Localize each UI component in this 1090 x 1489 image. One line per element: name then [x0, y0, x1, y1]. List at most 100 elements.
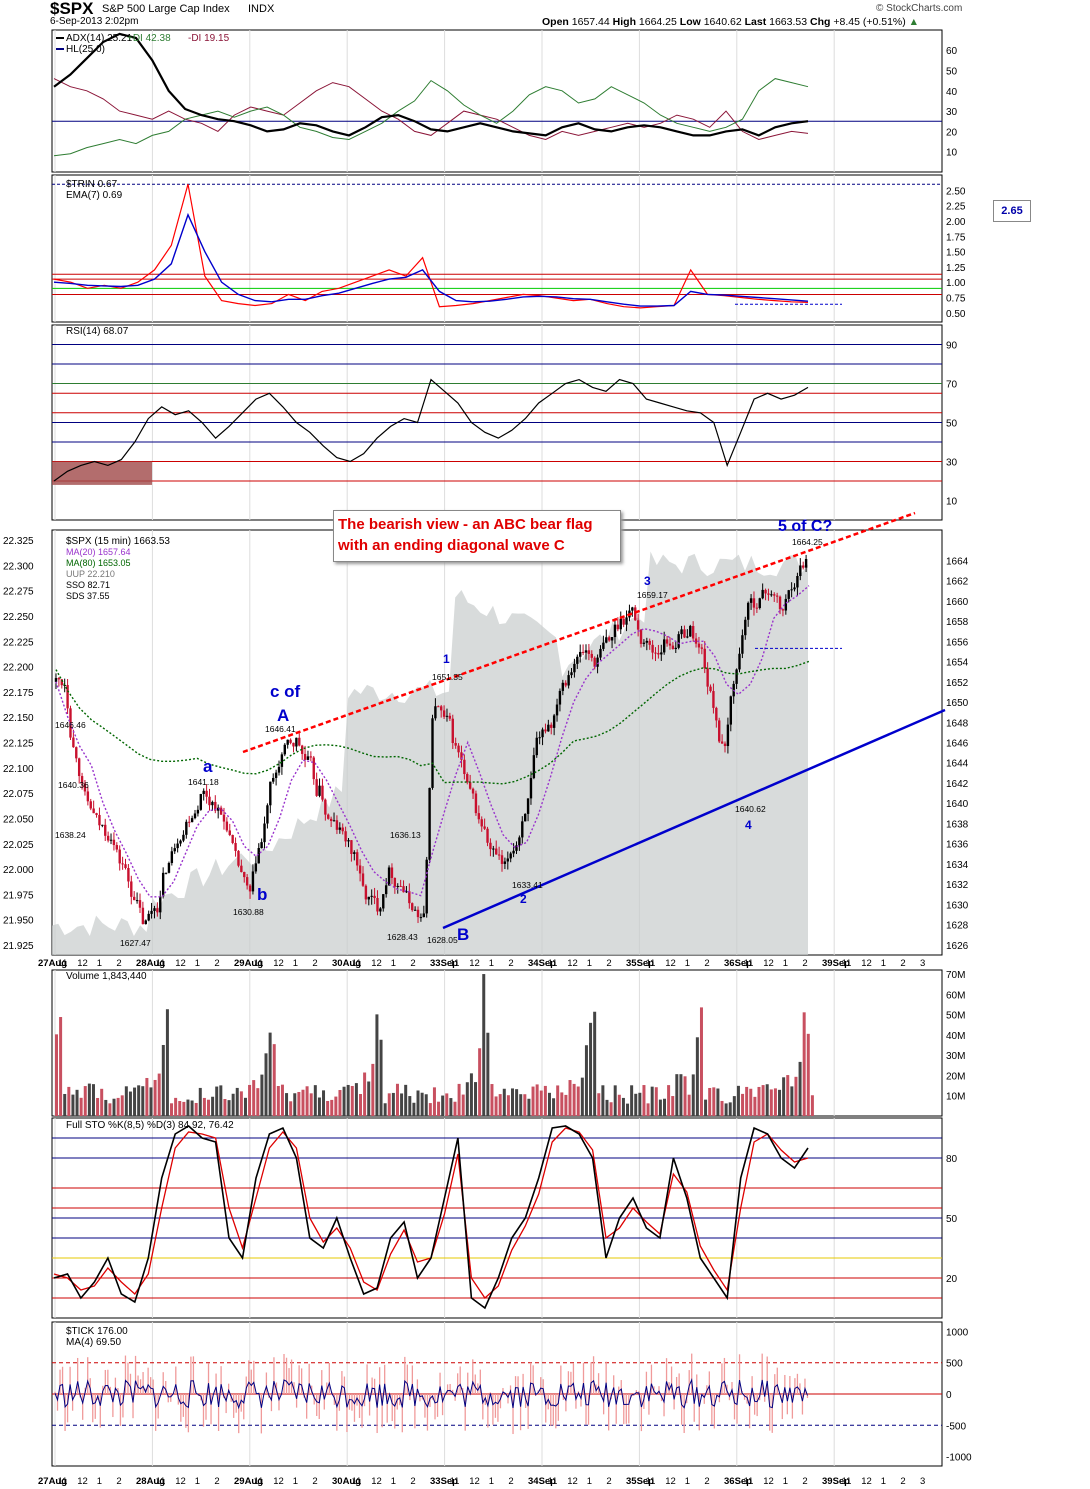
volume-bar — [506, 1095, 510, 1116]
ma80-line — [55, 660, 810, 785]
volume-bar — [404, 1084, 408, 1116]
volume-bar — [613, 1085, 617, 1116]
volume-bar — [630, 1085, 634, 1116]
volume-bar — [576, 1086, 580, 1116]
price-tick-label: 1636 — [946, 840, 969, 851]
x-axis-label-bottom: 2 — [410, 1476, 415, 1487]
x-axis-label-bottom: 1 — [783, 1476, 788, 1487]
candle-body — [558, 690, 562, 705]
x-axis-label-bottom: 12 — [763, 1476, 774, 1487]
candle-body — [86, 791, 90, 802]
adx-tick-label: 50 — [946, 66, 958, 77]
candle-body — [434, 706, 437, 719]
wave-label: 3 — [644, 574, 651, 588]
price-tick-label: 1646 — [946, 739, 969, 750]
x-axis-label-bottom: 11 — [450, 1476, 460, 1487]
candle-body — [245, 877, 249, 886]
volume-bar — [790, 1086, 794, 1116]
trin-callout: 2.65 — [993, 200, 1031, 222]
candle-body — [691, 625, 695, 639]
rsi-oversold-fill — [52, 461, 152, 485]
lower-trendline — [442, 708, 946, 930]
candle-body — [686, 636, 689, 638]
x-axis-label-bottom: 2 — [116, 1476, 121, 1487]
candle-body — [755, 607, 759, 609]
x-axis-label: 1 — [489, 958, 494, 969]
candle-body — [286, 739, 289, 745]
candle-body — [219, 807, 223, 815]
volume-bar — [449, 1098, 453, 1116]
volume-bar — [112, 1098, 116, 1116]
price-tick-label: 1652 — [946, 678, 969, 689]
volume-bar — [165, 1009, 169, 1116]
tick-legend: $TICK 176.00 — [66, 1326, 128, 1337]
wave-label: c of — [270, 682, 301, 701]
candle-body — [593, 657, 596, 667]
volume-bar — [178, 1101, 182, 1116]
candle-body — [738, 653, 741, 670]
volume-bar — [593, 1011, 597, 1116]
x-axis-label-bottom: 28Aug — [136, 1476, 165, 1487]
volume-bar — [642, 1085, 646, 1116]
x-axis-label-bottom: 11 — [352, 1476, 362, 1487]
x-axis-label-bottom: 11 — [254, 1476, 264, 1487]
candle-body — [610, 637, 614, 641]
tick-ma-line — [54, 1377, 808, 1410]
open-value: 1657.44 — [571, 16, 610, 28]
wave-label: B — [457, 925, 469, 944]
x-axis-label: 39Sep — [822, 958, 850, 969]
volume-bar — [137, 1085, 141, 1116]
volume-bar — [465, 1082, 469, 1116]
tick-tick-label: -1000 — [946, 1453, 972, 1464]
candle-body — [132, 896, 136, 901]
candle-body — [101, 824, 104, 826]
x-axis-label: 12 — [567, 958, 578, 969]
candle-body — [92, 808, 95, 814]
candle-body — [413, 909, 417, 911]
candle-body — [541, 729, 544, 738]
price-tick-label: 1642 — [946, 779, 969, 790]
candle-body — [338, 827, 342, 830]
volume-bar — [309, 1093, 313, 1116]
volume-bar — [371, 1063, 375, 1116]
volume-bar — [194, 1102, 198, 1116]
candle-body — [723, 743, 727, 747]
volume-bar — [523, 1094, 527, 1116]
x-axis-label-bottom: 12 — [469, 1476, 480, 1487]
volume-bar — [359, 1094, 362, 1116]
candle-body — [188, 821, 191, 823]
volume-bar — [211, 1096, 215, 1116]
candle-body — [130, 881, 133, 897]
candle-body — [176, 843, 179, 849]
volume-bar — [63, 1093, 67, 1116]
x-axis-label-bottom: 12 — [665, 1476, 676, 1487]
plus-di-legend: +DI 42.38 — [127, 33, 171, 44]
candle-body — [700, 647, 704, 649]
candle-body — [332, 820, 336, 822]
volume-bar — [79, 1097, 83, 1116]
ma20-legend: MA(20) 1657.64 — [66, 547, 131, 557]
exchange: INDX — [248, 3, 275, 15]
volume-bar — [650, 1086, 654, 1116]
candle-body — [784, 598, 788, 611]
volume-bar — [59, 1017, 63, 1116]
candle-body — [773, 594, 776, 596]
x-axis-label-bottom: 30Aug — [332, 1476, 361, 1487]
x-axis-label-bottom: 11 — [58, 1476, 68, 1487]
candle-body — [141, 907, 145, 925]
volume-bar — [227, 1100, 231, 1116]
candle-body — [770, 594, 773, 596]
x-axis-label-bottom: 11 — [548, 1476, 558, 1487]
volume-bar — [174, 1097, 178, 1116]
rsi-line — [53, 378, 809, 482]
candle-body — [439, 706, 443, 711]
volume-bar — [190, 1100, 194, 1116]
candle-body — [208, 796, 211, 806]
volume-bar — [621, 1097, 625, 1116]
high-label: High — [612, 16, 636, 28]
rsi-tick-label: 70 — [946, 380, 958, 391]
candle-body — [156, 908, 159, 913]
candle-body — [778, 596, 782, 610]
candle-body — [515, 845, 518, 851]
volume-bar — [248, 1084, 252, 1116]
